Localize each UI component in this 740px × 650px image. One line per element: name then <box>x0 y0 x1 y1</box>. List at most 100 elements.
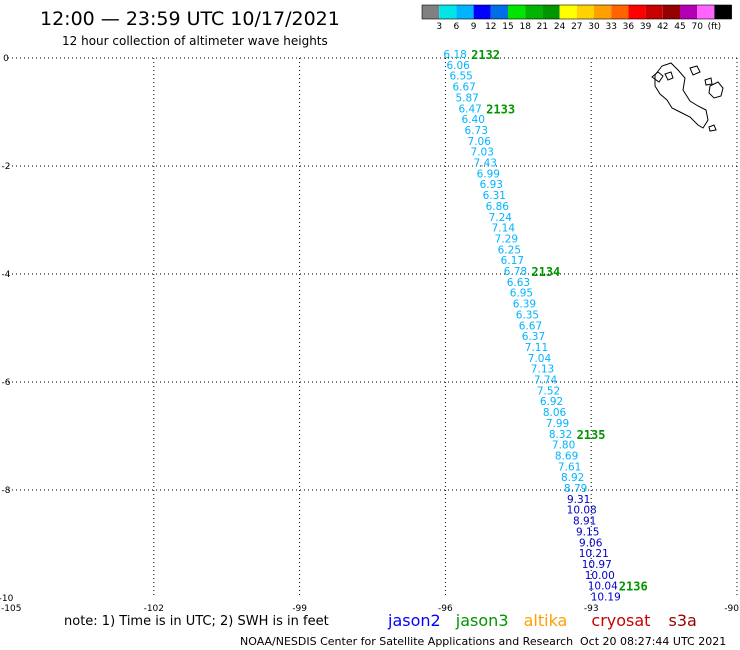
colorbar-tick-label: 33 <box>605 22 616 32</box>
wave-height-label: 6.93 <box>480 179 503 191</box>
wave-height-label: 5.87 <box>455 92 478 104</box>
colorbar-tick-label: 42 <box>657 22 668 32</box>
wave-height-label: 8.91 <box>573 516 596 528</box>
latitude-tick-label: -2 <box>2 162 11 172</box>
colorbar-tick-label: 27 <box>571 22 582 32</box>
colorbar-tick-label: 24 <box>554 22 566 32</box>
satellite-name: altika <box>524 611 568 630</box>
colorbar-swatch <box>714 5 732 19</box>
footer-credit: NOAA/NESDIS Center for Satellite Applica… <box>240 635 573 648</box>
figure-subtitle: 12 hour collection of altimeter wave hei… <box>62 34 328 48</box>
longitude-tick-label: -102 <box>144 604 164 614</box>
wave-height-label: 6.17 <box>501 255 524 267</box>
wave-height-label: 6.95 <box>510 288 533 300</box>
pass-time-label: 2134 <box>531 265 560 279</box>
colorbar-tick-label: 6 <box>454 22 460 32</box>
wave-height-label: 7.52 <box>537 385 560 397</box>
colorbar-swatch <box>542 5 560 19</box>
wave-height-label: 6.18 <box>443 49 466 61</box>
wave-height-label: 6.31 <box>483 190 506 202</box>
wave-height-label: 6.67 <box>519 320 542 332</box>
latitude-tick-label: -10 <box>0 594 14 604</box>
wave-height-label: 7.61 <box>558 461 581 473</box>
figure-footer: note: 1) Time is in UTC; 2) SWH is in fe… <box>64 611 726 648</box>
colorbar-tick-label: 21 <box>537 22 548 32</box>
wave-height-label: 6.86 <box>486 201 510 213</box>
wave-height-label: 10.97 <box>582 559 612 571</box>
colorbar-swatch <box>559 5 577 19</box>
footer-note: note: 1) Time is in UTC; 2) SWH is in fe… <box>64 614 329 629</box>
colorbar-swatch <box>576 5 594 19</box>
wave-height-label: 6.55 <box>449 71 472 83</box>
colorbar-swatch <box>611 5 629 19</box>
colorbar-swatch <box>628 5 646 19</box>
wave-height-label: 6.40 <box>462 114 485 126</box>
colorbar-tick-label: 12 <box>485 22 496 32</box>
lat-lon-grid <box>8 57 738 598</box>
colorbar-tick-label: 39 <box>640 22 652 32</box>
colorbar-swatch <box>508 5 526 19</box>
color-scale-legend: 3 6 9 12 15 18 21 24 27 30 33 36 39 42 45 70 (ft) <box>421 4 732 32</box>
colorbar-tick-label: 36 <box>623 22 635 32</box>
wave-height-label: 6.99 <box>477 168 500 180</box>
colorbar-swatch <box>439 5 457 19</box>
wave-height-label: 6.47 <box>458 103 481 115</box>
colorbar-swatch <box>525 5 543 19</box>
wave-height-label: 8.32 <box>549 429 572 441</box>
wave-height-label: 6.67 <box>452 82 475 94</box>
colorbar-swatch <box>456 5 474 19</box>
wave-height-label: 7.14 <box>492 223 516 235</box>
longitude-tick-label: -90 <box>724 604 739 614</box>
wave-height-label: 9.06 <box>579 537 603 549</box>
wave-height-label: 7.80 <box>552 440 575 452</box>
wave-height-label: 6.39 <box>513 299 536 311</box>
longitude-tick-label: -93 <box>584 604 599 614</box>
galapagos-islands-coastline <box>651 62 724 132</box>
wave-height-label: 7.43 <box>474 158 497 170</box>
longitude-tick-label: -96 <box>438 604 453 614</box>
wave-height-label: 7.24 <box>489 212 513 224</box>
wave-height-label: 10.00 <box>585 570 615 582</box>
wave-height-label: 8.69 <box>555 450 578 462</box>
wave-height-label: 6.92 <box>540 396 563 408</box>
colorbar-swatch <box>594 5 612 19</box>
axis-tick-labels: 0 -2 -4 -6 -8 -10-105 -102 -99 -96 -93 -90 <box>0 54 739 614</box>
pass-time-label: 2133 <box>486 102 515 116</box>
figure-title: 12:00 — 23:59 UTC 10/17/2021 <box>40 8 340 30</box>
wave-height-label: 10.08 <box>567 505 597 517</box>
colorbar-frame <box>421 4 732 20</box>
wave-height-label: 10.04 <box>588 581 618 593</box>
wave-height-label: 8.06 <box>543 407 567 419</box>
wave-height-label: 7.06 <box>468 136 492 148</box>
colorbar-tick-label: 18 <box>519 22 531 32</box>
wave-height-label: 8.92 <box>561 472 584 484</box>
latitude-tick-label: -4 <box>2 270 11 280</box>
satellite-name: s3a <box>669 611 697 630</box>
latitude-tick-label: 0 <box>3 54 9 64</box>
colorbar-tick-label: 70 <box>691 22 703 32</box>
colorbar-tick-label: 30 <box>588 22 600 32</box>
colorbar-swatch <box>697 5 715 19</box>
satellite-name: jason2 <box>387 611 441 630</box>
colorbar-swatch <box>422 5 440 19</box>
wave-height-label: 6.73 <box>465 125 488 137</box>
longitude-tick-label: -105 <box>1 604 21 614</box>
colorbar-swatch <box>473 5 491 19</box>
colorbar-swatch <box>645 5 663 19</box>
latitude-tick-label: -6 <box>2 378 11 388</box>
wave-height-label: 8.79 <box>564 483 587 495</box>
wave-height-label: 6.37 <box>522 331 545 343</box>
colorbar-tick-label: 9 <box>471 22 477 32</box>
colorbar-tick-label: 45 <box>674 22 685 32</box>
wave-height-label: 7.29 <box>495 233 518 245</box>
latitude-tick-label: -8 <box>2 486 11 496</box>
wave-height-label: 10.21 <box>579 548 609 560</box>
colorbar-swatch <box>680 5 698 19</box>
wave-height-label: 6.25 <box>498 244 521 256</box>
wave-height-label: 7.99 <box>546 418 569 430</box>
wave-height-label: 7.13 <box>531 364 554 376</box>
wave-height-label: 7.74 <box>534 375 558 387</box>
pass-time-label: 2132 <box>471 48 500 62</box>
